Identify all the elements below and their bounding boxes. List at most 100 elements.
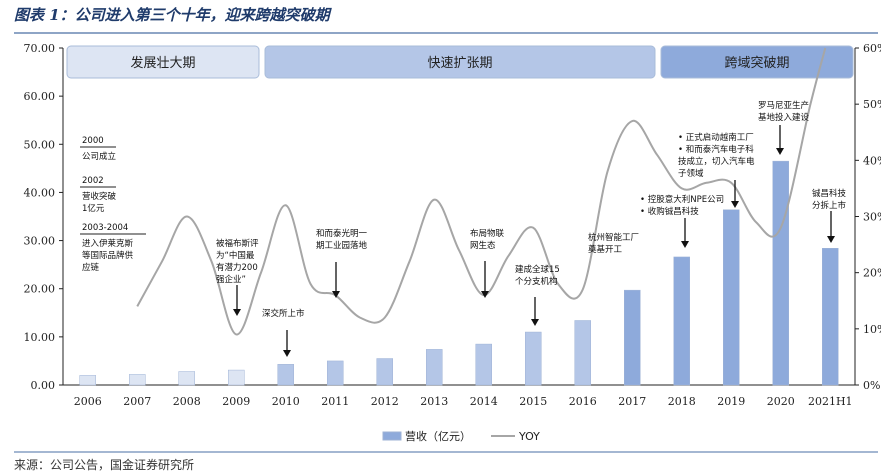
left-tick-label: 60.00 xyxy=(24,90,56,103)
note-text: 应链 xyxy=(82,262,100,273)
revenue-bar xyxy=(277,364,294,386)
x-tick-label: 2008 xyxy=(173,395,201,408)
annotation-text: 被福布斯评 xyxy=(216,238,259,249)
annotation-arrow-head xyxy=(481,291,489,298)
revenue-bar xyxy=(822,248,839,386)
revenue-bar xyxy=(525,331,542,386)
annotation-text: 技成立，切入汽车电 xyxy=(678,156,755,167)
annotation-arrow-head xyxy=(283,350,291,357)
note-text: 营收突破 xyxy=(82,191,117,202)
right-tick-label: 50% xyxy=(863,98,881,111)
note-text: 进入伊莱克斯 xyxy=(82,238,134,249)
annotation-text: 有潜力200 xyxy=(216,262,258,273)
left-tick-label: 0.00 xyxy=(31,379,56,392)
right-tick-label: 0% xyxy=(863,379,880,392)
x-tick-label: 2011 xyxy=(321,395,349,408)
annotation-text: 基地投入建设 xyxy=(758,112,810,123)
revenue-bar xyxy=(228,369,245,386)
yoy-line xyxy=(136,47,827,336)
annotation-arrow-head xyxy=(531,319,539,326)
chart-title: 图表 1：公司进入第三个十年，迎来跨越突破期 xyxy=(14,6,330,24)
phase-banner xyxy=(264,45,656,79)
annotation-text: 和而泰光明一 xyxy=(316,228,368,239)
x-tick-label: 2019 xyxy=(717,395,745,408)
annotation-text: 铖昌科技 xyxy=(812,188,847,199)
annotation-text: 子领域 xyxy=(678,168,704,179)
right-tick-label: 20% xyxy=(863,267,881,280)
revenue-bar xyxy=(178,371,195,386)
x-tick-label: 2014 xyxy=(470,395,498,408)
x-tick-label: 2009 xyxy=(222,395,250,408)
revenue-bar xyxy=(376,358,393,386)
annotation-text: • 和而泰汽车电子科 xyxy=(678,144,754,155)
revenue-bar xyxy=(79,375,96,386)
annotation-arrow-head xyxy=(233,309,241,316)
source-note: 来源：公司公告，国金证券研究所 xyxy=(14,458,195,472)
x-tick-label: 2015 xyxy=(519,395,547,408)
annotation-text: 网生态 xyxy=(470,240,496,251)
annotation-text: 个分支机构 xyxy=(515,276,558,287)
x-tick-label: 2017 xyxy=(618,395,646,408)
x-tick-label: 2007 xyxy=(123,395,151,408)
revenue-bar xyxy=(673,256,690,386)
left-tick-label: 10.00 xyxy=(24,331,56,344)
left-tick-label: 40.00 xyxy=(24,186,56,199)
right-tick-label: 10% xyxy=(863,323,881,336)
phase-label: 发展壮大期 xyxy=(130,55,195,71)
x-tick-label: 2016 xyxy=(569,395,597,408)
revenue-bar xyxy=(723,209,740,386)
legend-swatch-revenue xyxy=(382,431,402,441)
left-tick-label: 20.00 xyxy=(24,283,56,296)
annotation-text: 布局物联 xyxy=(470,228,505,239)
revenue-bar xyxy=(426,349,443,386)
note-text: 公司成立 xyxy=(82,151,117,162)
x-tick-label: 2012 xyxy=(371,395,399,408)
annotation-arrow-head xyxy=(827,236,835,243)
right-tick-label: 30% xyxy=(863,211,881,224)
x-tick-label: 2020 xyxy=(767,395,795,408)
annotation-text: 强企业” xyxy=(216,274,246,285)
annotation-text: 为“中国最 xyxy=(216,250,255,261)
right-tick-label: 60% xyxy=(863,42,881,55)
annotation-arrow-head xyxy=(776,148,784,155)
phase-label: 跨域突破期 xyxy=(724,55,789,71)
x-tick-label: 2021H1 xyxy=(808,395,853,408)
revenue-bar xyxy=(327,360,344,386)
revenue-bar xyxy=(772,160,789,386)
phase-banner xyxy=(660,45,854,79)
revenue-bar xyxy=(624,289,641,386)
annotation-text: 分拆上市 xyxy=(812,200,847,211)
note-text: 1亿元 xyxy=(82,203,105,214)
annotation-arrow-head xyxy=(332,291,340,298)
note-year: 2002 xyxy=(82,176,104,186)
annotation-text: 期工业园落地 xyxy=(316,240,368,251)
revenue-bar xyxy=(475,343,492,386)
x-tick-label: 2013 xyxy=(420,395,448,408)
annotation-text: • 正式启动越南工厂 xyxy=(678,132,754,143)
note-text: 等国际品牌供 xyxy=(82,250,134,261)
left-tick-label: 50.00 xyxy=(24,138,56,151)
phase-label: 快速扩张期 xyxy=(427,56,492,71)
legend-label-revenue: 营收（亿元） xyxy=(405,429,471,443)
annotation-arrow-head xyxy=(731,201,739,208)
note-year: 2003-2004 xyxy=(82,223,128,233)
left-tick-label: 70.00 xyxy=(24,42,56,55)
left-tick-label: 30.00 xyxy=(24,235,56,248)
annotation-arrow-head xyxy=(681,241,689,248)
annotation-text: • 控股意大利NPE公司 xyxy=(640,194,724,205)
note-year: 2000 xyxy=(82,136,104,146)
x-tick-label: 2006 xyxy=(74,395,102,408)
legend-label-yoy: YOY xyxy=(518,430,540,443)
revenue-bar xyxy=(129,374,146,386)
x-tick-label: 2010 xyxy=(272,395,300,408)
annotation-text: 建成全球15 xyxy=(515,264,560,275)
annotation-text: 奠基开工 xyxy=(588,244,623,255)
annotation-text: 深交所上市 xyxy=(262,308,305,319)
right-tick-label: 40% xyxy=(863,154,881,167)
annotation-text: • 收购铖昌科技 xyxy=(640,206,699,217)
x-tick-label: 2018 xyxy=(668,395,696,408)
annotation-text: 罗马尼亚生产 xyxy=(758,100,809,111)
annotation-text: 杭州智能工厂 xyxy=(588,232,639,243)
revenue-bar xyxy=(574,320,591,386)
